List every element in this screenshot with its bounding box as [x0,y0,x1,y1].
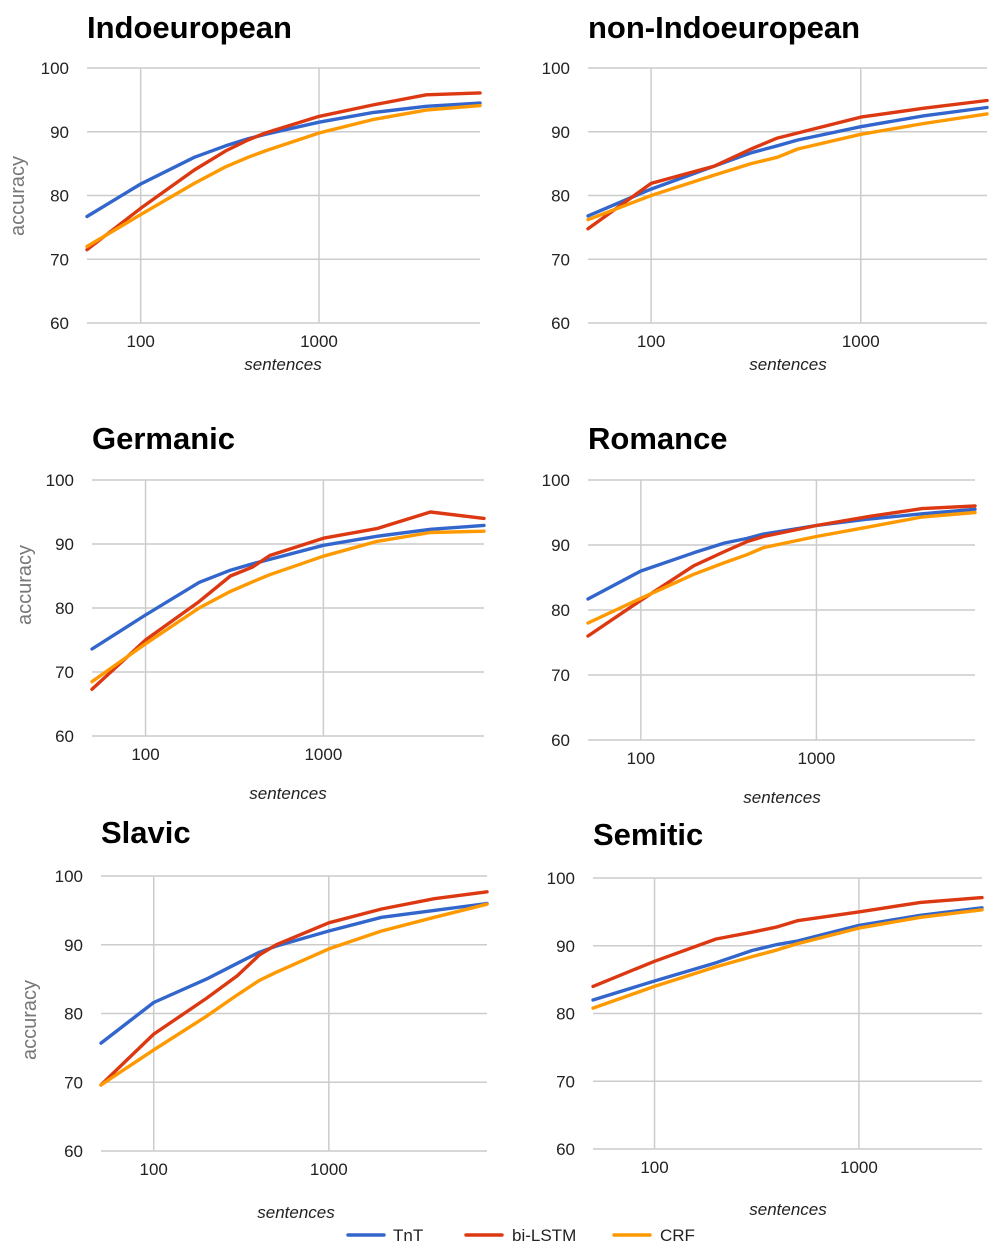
y-tick-label: 60 [551,314,570,333]
x-tick-label: 100 [126,332,154,351]
series-line-crf [99,902,489,1087]
x-tick-label: 1000 [798,749,836,768]
panel-title: Slavic [101,815,191,850]
y-tick-label: 90 [55,535,74,554]
legend: TnT bi-LSTM CRF [346,1226,695,1245]
y-tick-label: 80 [55,599,74,618]
x-tick-label: 1000 [840,1158,878,1177]
series-line-tnt [586,507,977,601]
panel-title: Indoeuropean [87,10,292,45]
x-axis-label: sentences [249,784,327,803]
y-tick-label: 70 [55,663,74,682]
y-axis-label: accuracy [7,156,29,236]
panel-title: Semitic [593,817,703,852]
y-tick-label: 60 [50,314,69,333]
y-tick-label: 80 [64,1005,83,1024]
x-axis-label: sentences [743,788,821,807]
legend-label: bi-LSTM [512,1226,576,1245]
panel-title: Germanic [92,421,235,456]
series-line-bi-lstm [99,890,489,1087]
panel-5: 60 70 80 90 100 100 1000 Semitic sentences [547,817,984,1219]
y-tick-label: 100 [547,869,575,888]
panel-4: 60 70 80 90 100 100 1000 Slavic sentences accurac… [19,815,489,1222]
y-tick-label: 80 [551,601,570,620]
y-tick-label: 100 [542,59,570,78]
y-axis-label: accuracy [19,980,41,1060]
x-tick-label: 100 [640,1158,668,1177]
series-line-tnt [99,901,489,1045]
x-axis-label: sentences [244,355,322,374]
series-line-bi-lstm [586,98,989,231]
y-tick-label: 80 [556,1005,575,1024]
y-tick-label: 90 [551,536,570,555]
y-tick-label: 70 [64,1073,83,1092]
y-tick-label: 60 [55,727,74,746]
series-line-tnt [586,105,989,218]
series-line-bi-lstm [591,895,984,989]
y-tick-label: 100 [41,59,69,78]
series-line-tnt [591,906,984,1002]
legend-label: TnT [393,1226,423,1245]
panel-1: 60 70 80 90 100 100 1000 non-Indoeuropean senten… [542,10,989,374]
y-tick-label: 60 [551,731,570,750]
y-tick-label: 100 [542,471,570,490]
y-tick-label: 70 [50,250,69,269]
legend-label: CRF [660,1226,695,1245]
series-line-crf [90,529,486,684]
panel-3: 60 70 80 90 100 100 1000 Romance sentences [542,421,977,807]
y-tick-label: 90 [551,123,570,142]
y-tick-label: 90 [64,936,83,955]
y-tick-label: 70 [551,250,570,269]
y-tick-label: 70 [551,666,570,685]
y-tick-label: 80 [551,187,570,206]
x-tick-label: 100 [637,332,665,351]
y-tick-label: 90 [50,123,69,142]
x-tick-label: 1000 [304,745,342,764]
x-tick-label: 1000 [842,332,880,351]
series-line-bi-lstm [90,510,486,691]
series-line-crf [591,908,984,1010]
y-tick-label: 100 [55,867,83,886]
panel-title: non-Indoeuropean [588,10,860,45]
series-line-bi-lstm [85,91,482,252]
x-tick-label: 100 [627,749,655,768]
panel-title: Romance [588,421,728,456]
x-tick-label: 1000 [300,332,338,351]
x-tick-label: 100 [131,745,159,764]
x-axis-label: sentences [749,355,827,374]
series-line-tnt [85,101,482,219]
y-tick-label: 60 [556,1140,575,1159]
y-axis-label: accuracy [14,545,36,625]
y-tick-label: 60 [64,1142,83,1161]
y-tick-label: 90 [556,937,575,956]
series-line-bi-lstm [586,504,977,638]
y-tick-label: 100 [46,471,74,490]
x-axis-label: sentences [749,1200,827,1219]
y-tick-label: 80 [50,187,69,206]
series-line-crf [586,112,989,222]
x-tick-label: 100 [140,1160,168,1179]
y-tick-label: 70 [556,1072,575,1091]
panel-2: 60 70 80 90 100 100 1000 Germanic sentences accur… [14,421,486,803]
x-axis-label: sentences [257,1203,335,1222]
x-tick-label: 1000 [310,1160,348,1179]
panel-0: 60 70 80 90 100 100 1000 Indoeuropean sentences a… [7,10,482,374]
series-line-crf [85,103,482,249]
series-line-crf [586,510,977,625]
